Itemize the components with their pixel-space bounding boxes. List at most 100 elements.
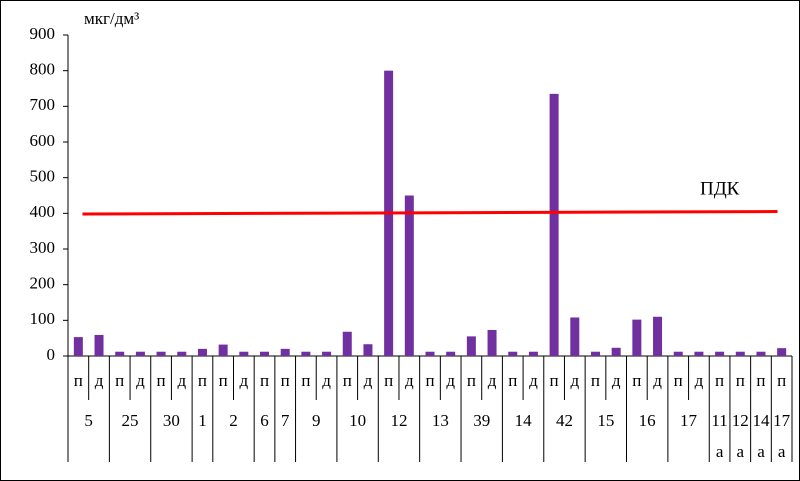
group-label-box: 42 <box>555 411 573 430</box>
bar <box>322 351 332 356</box>
x-tick-label: д <box>570 371 579 390</box>
y-tick-label: 800 <box>30 60 56 79</box>
x-tick-label: п <box>260 371 269 390</box>
bar <box>694 351 704 356</box>
bar <box>446 351 456 356</box>
group-label: 6 <box>260 411 269 430</box>
group-label: 7 <box>280 411 290 430</box>
bar <box>466 336 476 356</box>
bar <box>94 334 104 356</box>
group-label-box: 12а <box>731 411 749 461</box>
group-label-box: 9 <box>311 411 321 430</box>
bar <box>239 351 249 356</box>
reference-line <box>82 210 778 216</box>
group-label: 14а <box>752 411 770 461</box>
bar <box>528 351 538 356</box>
group-label: 15 <box>597 411 615 430</box>
x-tick-label: п <box>384 371 393 390</box>
group-label: 2 <box>229 411 238 430</box>
y-tick-label: 700 <box>30 95 56 114</box>
x-tick-label: п <box>301 371 310 390</box>
x-tick-label: п <box>777 371 786 390</box>
x-tick-label: д <box>446 371 455 390</box>
bar <box>570 317 580 356</box>
bar <box>590 351 600 356</box>
bar <box>653 316 663 356</box>
group-label: 9 <box>311 411 321 430</box>
x-tick-label: п <box>425 371 434 390</box>
bar <box>673 351 683 356</box>
bar <box>632 319 642 356</box>
x-tick-label: п <box>632 371 641 390</box>
group-label: 14 <box>514 411 532 430</box>
bar <box>715 351 725 356</box>
y-tick-label: 500 <box>30 167 56 186</box>
group-label-box: 14 <box>514 411 532 430</box>
y-tick-label: 900 <box>30 24 56 43</box>
group-label-box: 25 <box>121 411 139 430</box>
bar <box>135 351 145 356</box>
x-tick-label: д <box>136 371 145 390</box>
y-tick-label: 200 <box>30 274 56 293</box>
group-label-box: 15 <box>597 411 615 430</box>
x-tick-label: п <box>736 371 745 390</box>
x-tick-label: д <box>488 371 497 390</box>
x-tick-label: д <box>177 371 186 390</box>
group-label-box: 1 <box>198 411 207 430</box>
bar <box>756 351 766 356</box>
y-tick-label: 400 <box>30 202 56 221</box>
x-tick-label: п <box>219 371 228 390</box>
bar <box>197 348 207 356</box>
group-label-box: 14а <box>752 411 770 461</box>
y-tick-label: 100 <box>30 309 56 328</box>
bar <box>404 195 414 356</box>
group-label-box: 6 <box>260 411 269 430</box>
group-label-box: 12 <box>390 411 408 430</box>
bar <box>777 348 787 356</box>
group-label: 11а <box>711 411 728 461</box>
group-label-box: 7 <box>280 411 290 430</box>
group-label: 42 <box>555 411 573 430</box>
bar <box>342 331 352 356</box>
group-label: 12 <box>390 411 408 430</box>
group-label: 16 <box>638 411 656 430</box>
group-label: 30 <box>162 411 180 430</box>
x-tick-label: п <box>467 371 476 390</box>
bar <box>115 351 125 356</box>
x-tick-label: д <box>240 371 249 390</box>
group-label: 13 <box>431 411 449 430</box>
group-label-box: 39 <box>473 411 491 430</box>
x-tick-label: д <box>695 371 704 390</box>
group-label-box: 2 <box>229 411 238 430</box>
y-axis-label: мкг/дм³ <box>84 9 139 28</box>
x-tick-label: п <box>674 371 683 390</box>
group-label-box: 11а <box>711 411 728 461</box>
x-tick-label: п <box>281 371 290 390</box>
group-label: 12а <box>731 411 749 461</box>
x-tick-label: п <box>550 371 559 390</box>
group-label: 5 <box>84 411 93 430</box>
x-tick-label: п <box>508 371 517 390</box>
bar <box>73 337 83 356</box>
group-label-box: 17 <box>680 411 698 430</box>
group-label: 1 <box>198 411 207 430</box>
x-tick-label: п <box>343 371 352 390</box>
x-tick-label: п <box>157 371 166 390</box>
bar <box>156 351 166 356</box>
bar <box>487 329 497 356</box>
bar <box>363 344 373 356</box>
x-tick-label: п <box>115 371 124 390</box>
group-label-box: 17а <box>773 411 790 461</box>
x-tick-label: п <box>74 371 83 390</box>
group-label: 25 <box>121 411 139 430</box>
bar <box>301 351 311 356</box>
bar <box>611 347 621 356</box>
bar <box>280 348 290 356</box>
y-tick-label: 300 <box>30 238 56 257</box>
group-label: 17 <box>680 411 698 430</box>
x-tick-label: д <box>95 371 104 390</box>
group-label: 39 <box>473 411 491 430</box>
x-tick-label: п <box>756 371 765 390</box>
x-tick-label: д <box>653 371 662 390</box>
